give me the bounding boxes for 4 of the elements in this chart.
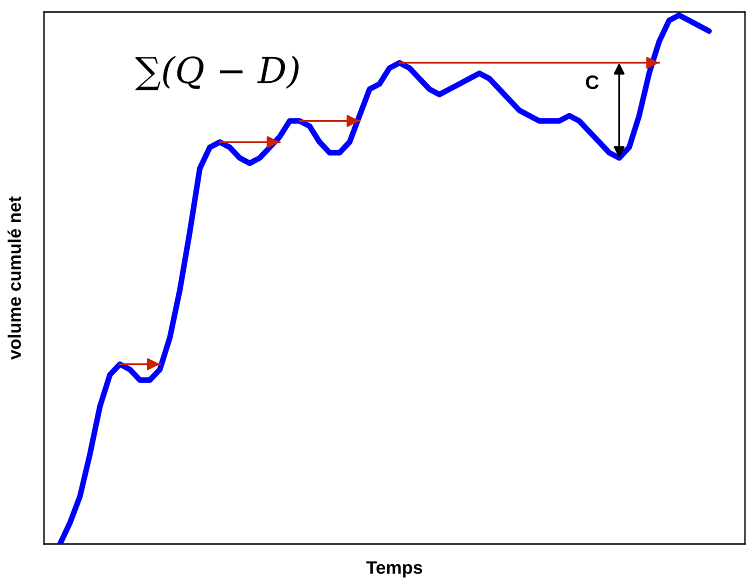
y-axis-title: volume cumulé net	[8, 196, 21, 360]
x-axis-title: Temps	[366, 561, 422, 578]
annotation: ∑(Q − D)	[135, 56, 299, 90]
annotation: C	[586, 75, 599, 90]
